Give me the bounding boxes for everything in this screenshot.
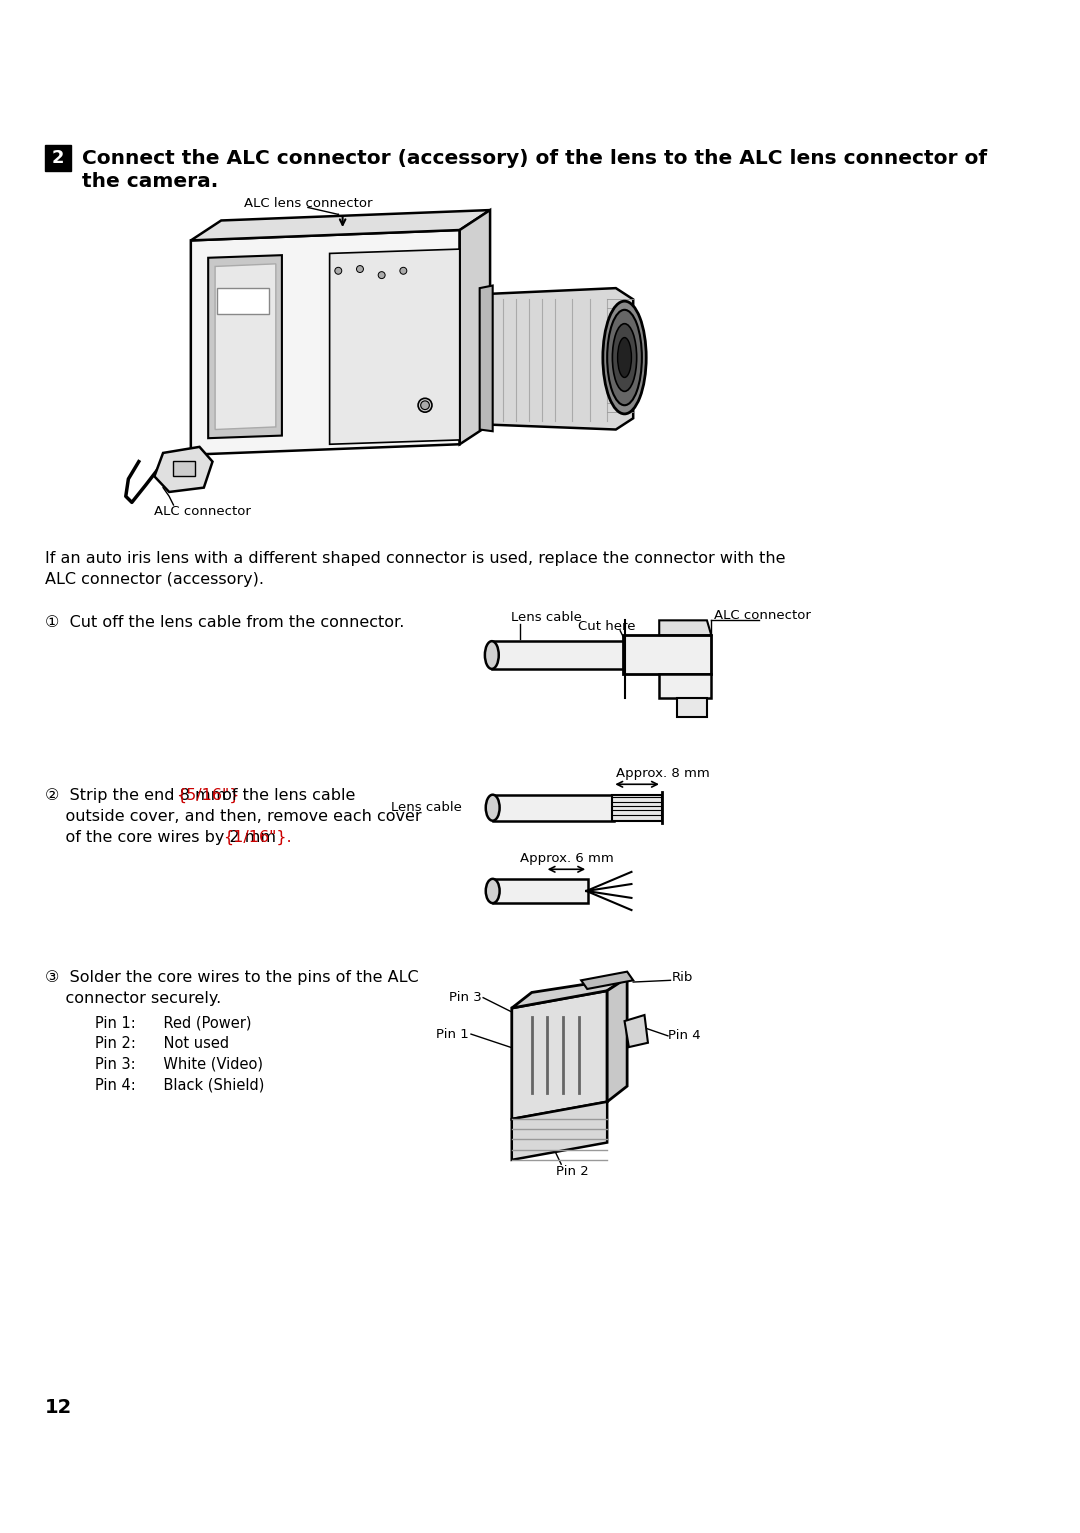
Polygon shape xyxy=(581,972,633,989)
Ellipse shape xyxy=(486,878,500,903)
Polygon shape xyxy=(191,210,490,241)
Polygon shape xyxy=(480,285,492,431)
Text: Connect the ALC connector (accessory) of the lens to the ALC lens connector of: Connect the ALC connector (accessory) of… xyxy=(81,149,987,167)
Text: outside cover, and then, remove each cover: outside cover, and then, remove each cov… xyxy=(45,809,421,823)
Circle shape xyxy=(418,399,432,412)
Polygon shape xyxy=(623,635,712,675)
Polygon shape xyxy=(512,978,627,1009)
Text: Approx. 8 mm: Approx. 8 mm xyxy=(617,766,710,779)
Polygon shape xyxy=(492,794,615,820)
Text: Approx. 6 mm: Approx. 6 mm xyxy=(519,851,613,865)
Polygon shape xyxy=(659,621,712,635)
Polygon shape xyxy=(676,699,707,717)
Text: ①  Cut off the lens cable from the connector.: ① Cut off the lens cable from the connec… xyxy=(45,615,405,630)
Polygon shape xyxy=(191,230,460,455)
Polygon shape xyxy=(482,288,633,429)
Text: Pin 1:      Red (Power): Pin 1: Red (Power) xyxy=(95,1015,252,1030)
Polygon shape xyxy=(512,990,607,1119)
Text: Pin 1: Pin 1 xyxy=(435,1027,469,1041)
Text: ALC lens connector: ALC lens connector xyxy=(244,198,373,210)
Text: 12: 12 xyxy=(45,1398,72,1416)
Text: 2: 2 xyxy=(52,149,65,167)
Text: of the lens cable: of the lens cable xyxy=(217,788,355,803)
Ellipse shape xyxy=(485,641,499,668)
Text: ALC connector: ALC connector xyxy=(714,609,811,622)
FancyBboxPatch shape xyxy=(217,288,269,314)
Text: Rib: Rib xyxy=(672,972,693,984)
Text: {5/16"}: {5/16"} xyxy=(176,788,239,803)
Circle shape xyxy=(356,265,364,273)
Text: the camera.: the camera. xyxy=(81,172,218,192)
Text: Pin 2: Pin 2 xyxy=(556,1165,589,1177)
Text: ③  Solder the core wires to the pins of the ALC: ③ Solder the core wires to the pins of t… xyxy=(45,970,419,986)
Text: {1/16"}.: {1/16"}. xyxy=(224,829,292,845)
Polygon shape xyxy=(329,248,460,445)
FancyBboxPatch shape xyxy=(45,146,71,172)
Polygon shape xyxy=(607,978,627,1102)
Text: ALC connector (accessory).: ALC connector (accessory). xyxy=(45,572,265,587)
Polygon shape xyxy=(512,1102,607,1160)
Polygon shape xyxy=(208,254,282,438)
Polygon shape xyxy=(460,210,490,445)
Polygon shape xyxy=(154,446,213,492)
Ellipse shape xyxy=(612,323,637,391)
Ellipse shape xyxy=(618,337,632,377)
FancyBboxPatch shape xyxy=(612,794,662,820)
Ellipse shape xyxy=(607,310,642,405)
Text: connector securely.: connector securely. xyxy=(45,990,221,1006)
Text: of the core wires by 2 mm: of the core wires by 2 mm xyxy=(45,829,281,845)
Text: ②  Strip the end 8 mm: ② Strip the end 8 mm xyxy=(45,788,231,803)
Text: Pin 4:      Black (Shield): Pin 4: Black (Shield) xyxy=(95,1078,265,1093)
Circle shape xyxy=(400,267,407,274)
Polygon shape xyxy=(624,1015,648,1047)
FancyBboxPatch shape xyxy=(174,461,195,477)
Circle shape xyxy=(335,267,341,274)
Ellipse shape xyxy=(603,300,646,414)
Text: Cut here: Cut here xyxy=(579,619,636,633)
Text: Pin 3:      White (Video): Pin 3: White (Video) xyxy=(95,1056,264,1072)
Text: Lens cable: Lens cable xyxy=(511,612,582,624)
Polygon shape xyxy=(215,264,275,429)
Text: Pin 2:      Not used: Pin 2: Not used xyxy=(95,1036,230,1052)
Text: Pin 3: Pin 3 xyxy=(448,992,482,1004)
Polygon shape xyxy=(491,641,624,668)
Text: ALC connector: ALC connector xyxy=(153,506,251,518)
Text: Lens cable: Lens cable xyxy=(391,802,462,814)
Text: Pin 4: Pin 4 xyxy=(667,1029,701,1042)
Ellipse shape xyxy=(486,794,500,820)
Polygon shape xyxy=(659,675,712,699)
Circle shape xyxy=(421,402,430,409)
Polygon shape xyxy=(492,878,589,903)
Text: If an auto iris lens with a different shaped connector is used, replace the conn: If an auto iris lens with a different sh… xyxy=(45,552,785,566)
Circle shape xyxy=(378,271,386,279)
